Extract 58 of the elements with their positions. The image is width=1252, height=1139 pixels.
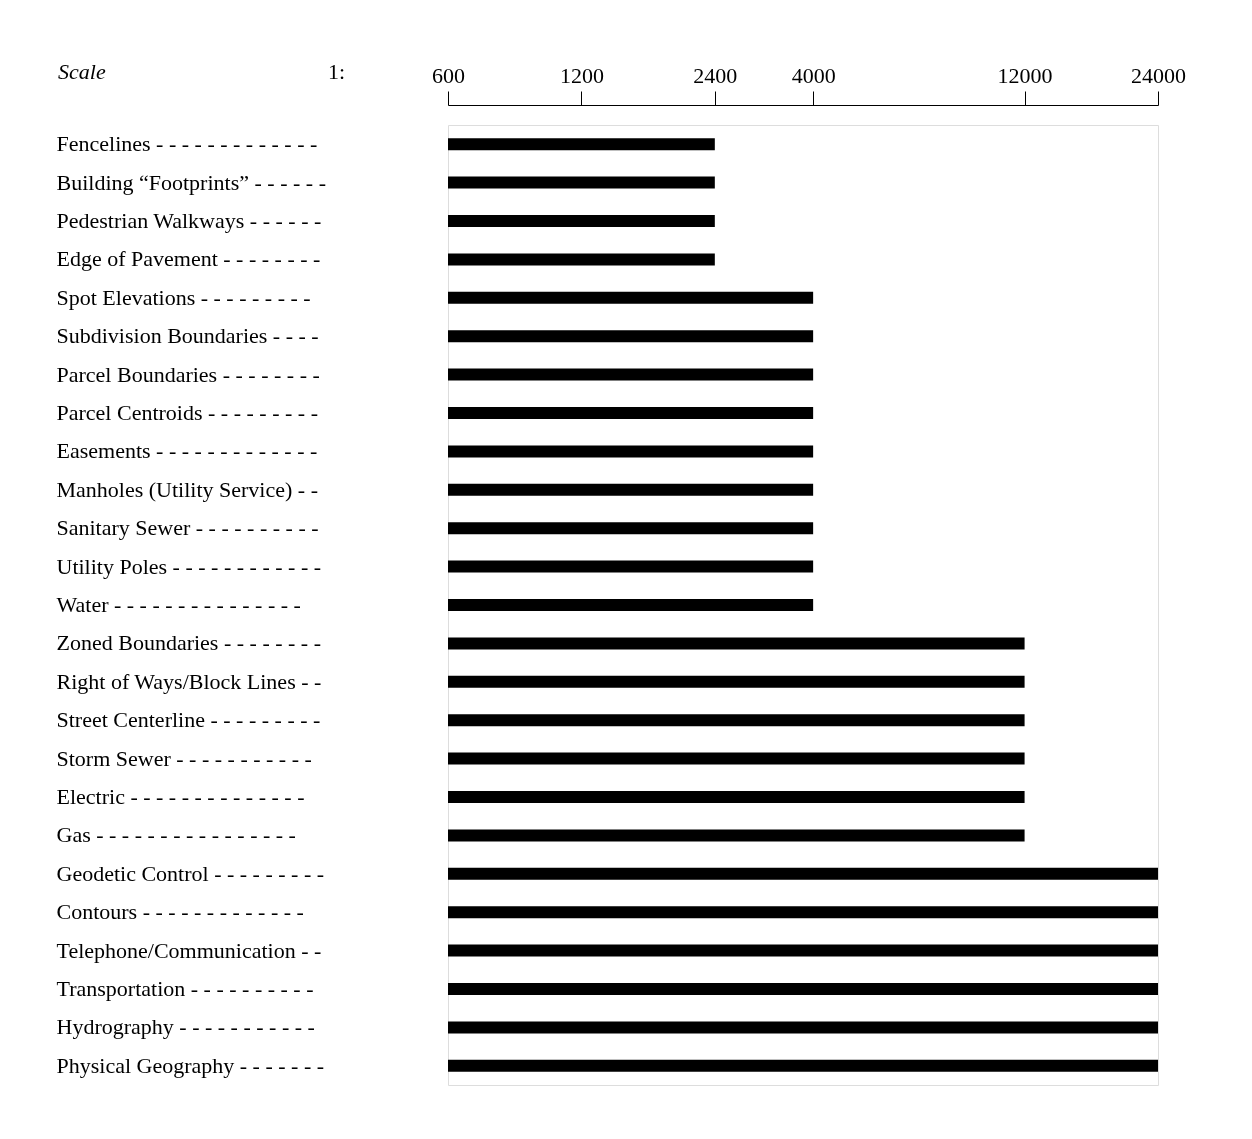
bar [448,215,715,227]
text: 1: [328,59,346,84]
bar [448,407,814,419]
bar [448,752,1025,765]
y-tick-label: Spot Elevations - - - - - - - - - [56,284,311,310]
y-tick-label: Pedestrian Walkways - - - - - - [56,208,322,233]
y-tick-label: Parcel Centroids - - - - - - - - - [56,400,318,425]
y-tick-label: Parcel Boundaries - - - - - - - - [56,361,320,387]
x-tick-label: 600 [432,62,465,88]
y-tick-label: Sanitary Sewer - - - - - - - - - - [56,515,319,541]
y-tick-label: Fencelines - - - - - - - - - - - - - [56,131,318,157]
bar [448,944,1158,957]
x-tick-label: 1200 [559,62,604,88]
x-tick-label: 24000 [1131,62,1186,88]
bar [448,330,814,343]
bar [448,637,1025,650]
y-tick-label: Electric - - - - - - - - - - - - - - [56,784,305,809]
y-tick-label: Edge of Pavement - - - - - - - - [56,246,321,272]
y-tick-label: Geodetic Control - - - - - - - - - [56,860,325,886]
bar [448,983,1158,995]
bar [448,675,1025,688]
bar [448,368,814,381]
bar [448,791,1025,803]
y-tick-label: Physical Geography - - - - - - - [56,1052,325,1078]
x-tick-label: 12000 [997,62,1053,88]
bar [448,522,814,535]
bar [448,829,1025,842]
y-tick-label: Street Centerline - - - - - - - - - [56,707,321,733]
bar [448,445,814,458]
y-tick-label: Telephone/Communication - - [56,937,322,963]
bar [448,176,715,189]
bar [448,138,715,151]
bar [448,483,814,496]
x-tick-label: 4000 [791,62,836,88]
y-tick-label: Zoned Boundaries - - - - - - - - [56,630,322,656]
y-tick-label: Easements - - - - - - - - - - - - - [56,438,318,464]
bar [448,253,715,266]
y-tick-label: Transportation - - - - - - - - - - [56,976,314,1001]
y-tick-label: Hydrography - - - - - - - - - - - [56,1014,315,1040]
y-tick-label: Storm Sewer - - - - - - - - - - - [56,745,312,771]
x-axis-title: Scale [58,59,106,84]
bar [448,1059,1158,1072]
bar [448,867,1158,880]
bar [448,714,1025,727]
y-tick-label: Contours - - - - - - - - - - - - - [56,899,304,925]
bar [448,599,814,611]
bar [448,560,814,573]
y-tick-label: Subdivision Boundaries - - - - [56,323,319,349]
bar [448,1021,1158,1034]
x-tick-label: 2400 [693,62,738,88]
bar [448,291,814,304]
y-tick-label: Utility Poles - - - - - - - - - - - - [56,553,322,579]
y-tick-label: Gas - - - - - - - - - - - - - - - - [56,822,296,848]
y-tick-label: Water - - - - - - - - - - - - - - - [56,592,301,617]
y-tick-label: Right of Ways/Block Lines - - [56,668,322,694]
bar [448,906,1158,919]
y-tick-label: Building “Footprints” - - - - - - [56,169,326,195]
y-tick-label: Manholes (Utility Service) - - [56,476,318,502]
